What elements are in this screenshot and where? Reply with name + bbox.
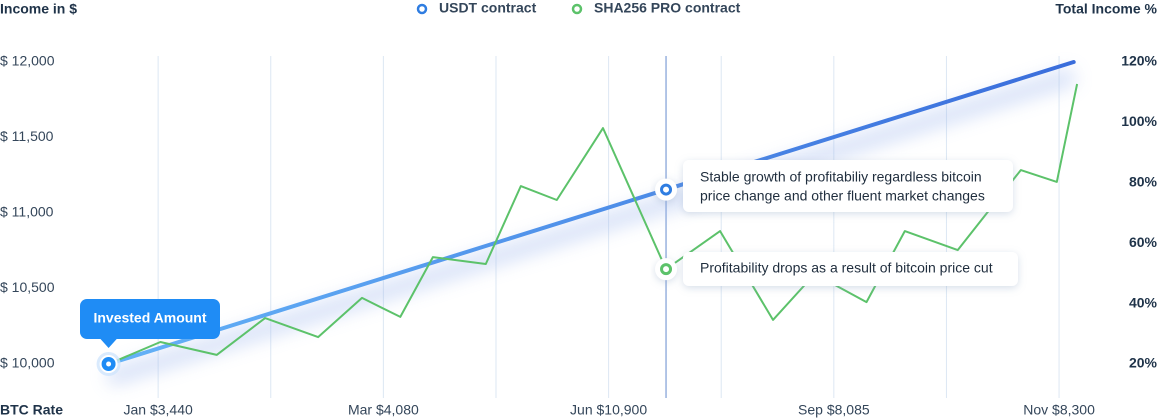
legend-label: SHA256 PRO contract: [594, 0, 741, 16]
plot: [106, 60, 1079, 386]
x-axis-title: BTC Rate: [0, 402, 63, 418]
y-tick-label: $ 10,500: [0, 279, 55, 295]
annotation: Stable growth of profitabiliy regardless…: [700, 169, 982, 185]
legend-marker: [571, 3, 583, 15]
start-marker-dot: [106, 361, 112, 367]
y2-tick-label: 120%: [1121, 53, 1157, 69]
y2-tick-label: 80%: [1129, 174, 1158, 190]
legend-marker: [416, 3, 428, 15]
y-tick-label: $ 11,500: [0, 128, 54, 144]
callout-label: Invested Amount: [93, 310, 206, 326]
y-tick-label: $ 10,000: [0, 355, 55, 371]
annotation: Profitability drops as a result of bitco…: [700, 260, 993, 276]
x-tick-label: Jan $3,440: [123, 402, 192, 418]
line: [108, 83, 1079, 365]
annotation-box: [683, 160, 1013, 212]
x-tick-label: Sep $8,085: [798, 402, 870, 418]
annotation-box: [683, 252, 1018, 286]
y-axis-title: Income in $: [0, 1, 77, 17]
line-glow: [106, 68, 1077, 386]
annotation: price change and other fluent market cha…: [700, 188, 985, 204]
y2-tick-label: 20%: [1129, 355, 1158, 371]
legend-label: USDT contract: [439, 0, 537, 16]
callout-pointer: [99, 338, 118, 348]
x-tick-label: Nov $8,300: [1023, 402, 1095, 418]
x-tick-label: Jun $10,900: [570, 402, 647, 418]
y2-tick-label: 100%: [1121, 113, 1157, 129]
overlay: Stable growth of profitabiliy regardless…: [80, 160, 1018, 376]
callout-box: [80, 299, 220, 339]
highlight-marker: [660, 183, 673, 196]
y-tick-label: $ 12,000: [0, 53, 55, 69]
line: [106, 60, 1076, 366]
y2-axis-title: Total Income %: [1055, 1, 1157, 17]
x-tick-label: Mar $4,080: [348, 402, 419, 418]
y-tick-label: $ 11,000: [0, 204, 54, 220]
highlight-marker: [660, 263, 673, 276]
y2-tick-label: 40%: [1129, 294, 1158, 310]
y2-tick-label: 60%: [1129, 234, 1158, 250]
